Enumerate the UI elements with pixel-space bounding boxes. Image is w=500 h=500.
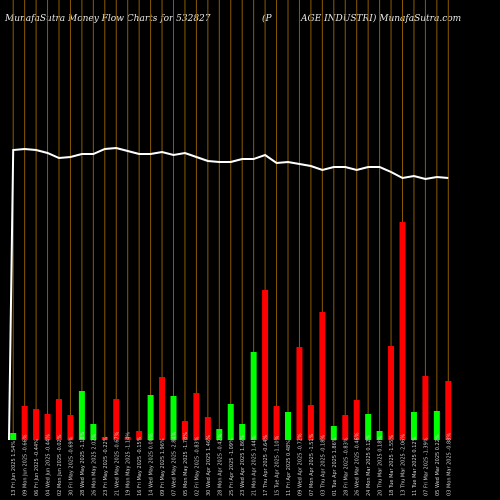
x-tick-label: 30 Fri May 2025 -0.69% [68, 436, 74, 496]
bar [56, 399, 62, 440]
bar [399, 222, 406, 440]
x-tick-label: 30 Wed Apr 2025 1.46% [206, 435, 212, 496]
bar [319, 312, 326, 440]
bar [285, 412, 291, 440]
trend-line [8, 146, 449, 441]
x-tick-label: 18 Tue Mar 2025 -1.55% [389, 435, 395, 496]
title-left: MunafaSutra Money Flow Charts for 532827 [5, 14, 211, 24]
bar [296, 347, 303, 440]
x-tick-label: 26 Wed Mar 2025 -0.46% [355, 432, 361, 496]
bar [365, 414, 372, 440]
bar [181, 421, 188, 440]
x-tick-label: 28 Fri Mar 2025 -0.83% [343, 437, 349, 496]
bar [273, 406, 280, 440]
bar [67, 415, 74, 440]
x-tick-label: 21 Wed May 2025 -0.67% [114, 431, 120, 496]
bar [78, 391, 85, 440]
bar [101, 437, 108, 440]
x-tick-label: 24 Mon Mar 2025 0.12% [366, 434, 372, 496]
x-tick-label: 11 Fri Apr 2025 0.48% [286, 440, 292, 496]
x-tick-label: 26 Mon May 2025 2.02% [91, 434, 97, 496]
x-tick-label: 07 Fri Mar 2025 -1.39% [423, 437, 429, 496]
bars [10, 222, 452, 440]
bar [342, 415, 349, 440]
bar [124, 437, 131, 440]
bar [445, 381, 452, 440]
x-tick-label: 07 Mon Apr 2025 -1.51% [309, 433, 315, 496]
x-tick-label: 16 Fri May 2025 -0.15% [137, 436, 143, 496]
title-middle: (P [262, 14, 272, 24]
bar [21, 406, 28, 440]
x-tick-label: 02 Mon Jun 2025 -0.02% [57, 434, 63, 496]
bar [239, 424, 246, 440]
bar [262, 290, 269, 440]
bar [422, 376, 429, 440]
x-tick-label: 09 Mon Jun 2025 -0.66% [23, 434, 29, 496]
bar [307, 405, 314, 440]
x-tick-label: 13 Fri Jun 2025 1.54% [11, 441, 17, 496]
x-tick-label: 17 Thu Apr 2025 -0.64% [263, 435, 269, 496]
bar [10, 433, 17, 440]
x-tick-label: 21 Mon Apr 2025 1.44% [252, 435, 258, 496]
x-tick-label: 25 Fri Apr 2025 -1.09% [229, 438, 235, 496]
x-tick-label: 23 Fri May 2025 -0.22% [103, 436, 109, 496]
x-tick-label: 05 Wed Mar 2025 0.22% [435, 434, 441, 496]
bar [170, 396, 177, 440]
bar [227, 404, 234, 440]
x-tick-label: 02 Fri May 2025 -0.83% [194, 436, 200, 496]
bar [33, 409, 40, 440]
x-tick-label: 06 Fri Jun 2025 -0.44% [34, 439, 40, 496]
x-tick-label: 28 Wed May 2025 -1.18% [80, 431, 86, 496]
x-tick-label: 09 Wed Apr 2025 -0.72% [297, 433, 303, 496]
x-tick-label: 03 Mon Mar 2025 -0.88% [446, 433, 452, 496]
x-tick-label: 19 Mon May 2025 -1.14% [126, 432, 132, 496]
bar [90, 424, 97, 440]
x-tick-label: 14 Wed May 2025 0.08% [149, 433, 155, 496]
gridlines [12, 0, 449, 440]
x-tick-label: 07 Wed May 2025 -2.84% [172, 431, 178, 496]
title-right: AGE INDUSTRI) MunafaSutra.com [301, 14, 462, 24]
bar [410, 412, 417, 440]
bar [353, 400, 360, 440]
bar [330, 426, 337, 440]
x-tick-label: 04 Wed Jun 2025 -0.44% [46, 434, 52, 496]
bar [376, 431, 383, 440]
x-tick-label: 05 Mon May 2025 -1.78% [183, 432, 189, 496]
x-tick-label: 23 Wed Apr 2025 1.86% [240, 435, 246, 496]
bar [136, 431, 143, 440]
bar [388, 346, 395, 440]
x-tick-label: 28 Mon Apr 2025 -0.42% [217, 433, 223, 496]
bar [433, 411, 440, 440]
bar [113, 399, 120, 440]
bar [147, 395, 154, 440]
bar [204, 417, 211, 440]
x-tick-label: 01 Tue Apr 2025 1.86% [332, 437, 338, 496]
bar [216, 429, 223, 440]
x-tick-label: 15 Tue Apr 2025 -1.10% [275, 435, 281, 496]
x-tick-label: 09 Fri May 2025 1.96% [160, 438, 166, 496]
bar [250, 352, 257, 440]
x-tick-labels: 13 Fri Jun 2025 1.54% 09 Mon Jun 2025 -0.… [11, 431, 452, 496]
bar [159, 377, 166, 440]
x-tick-label: 03 Thu Apr 2025 -0.18% [320, 435, 326, 496]
x-tick-label: 11 Tue Mar 2025 0.12% [412, 436, 418, 496]
x-tick-label: 13 Thu Mar 2025 -2.06% [401, 434, 407, 496]
x-tick-label: 20 Thu Mar 2025 0.18% [378, 436, 384, 496]
bar [44, 414, 51, 440]
bar [193, 393, 200, 440]
